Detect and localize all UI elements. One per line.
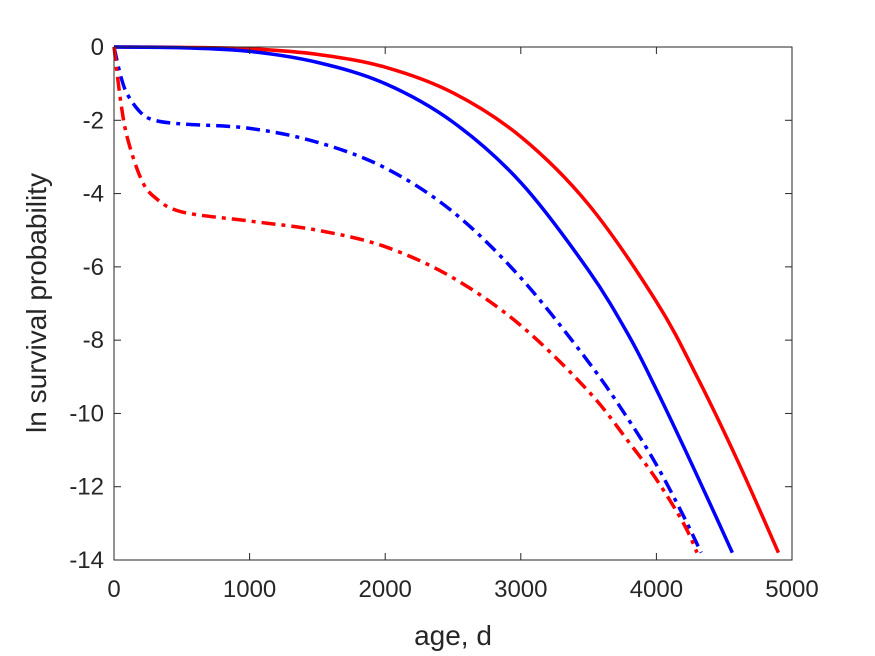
y-tick-label: -10 <box>69 400 104 427</box>
y-tick-label: 0 <box>91 34 104 61</box>
x-tick-label: 4000 <box>630 576 683 603</box>
y-tick-label: -2 <box>83 107 104 134</box>
y-axis-label: ln survival probability <box>21 173 52 433</box>
ticks-layer: 0 1000 2000 3000 4000 5000 0 -2 -4 -6 -8 -10 -12 -14 <box>69 34 818 603</box>
x-tick-label: 3000 <box>494 576 547 603</box>
y-tick-label: -4 <box>83 181 104 208</box>
y-tick-label: -6 <box>83 254 104 281</box>
x-tick-label: 2000 <box>359 576 412 603</box>
y-tick-label: -8 <box>83 327 104 354</box>
x-tick-label: 0 <box>107 576 120 603</box>
series-line-2 <box>112 46 703 554</box>
series-line-3 <box>112 46 699 554</box>
x-tick-label: 1000 <box>223 576 276 603</box>
plot-frame <box>113 46 793 561</box>
x-tick-label: 5000 <box>765 576 818 603</box>
y-tick-label: -12 <box>69 474 104 501</box>
x-axis-label: age, d <box>414 620 492 651</box>
y-tick-label: -14 <box>69 547 104 574</box>
